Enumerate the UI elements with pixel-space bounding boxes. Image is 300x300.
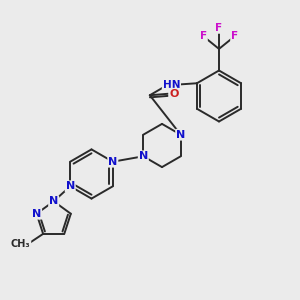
Text: O: O xyxy=(169,89,178,99)
Text: N: N xyxy=(176,130,185,140)
Text: HN: HN xyxy=(163,80,180,90)
Text: N: N xyxy=(139,151,148,161)
Text: N: N xyxy=(66,181,75,191)
Text: F: F xyxy=(200,31,207,41)
Text: F: F xyxy=(231,31,238,41)
Text: N: N xyxy=(108,157,117,167)
Text: CH₃: CH₃ xyxy=(11,239,30,249)
Text: F: F xyxy=(215,23,223,33)
Text: N: N xyxy=(49,196,58,206)
Text: N: N xyxy=(32,209,41,219)
